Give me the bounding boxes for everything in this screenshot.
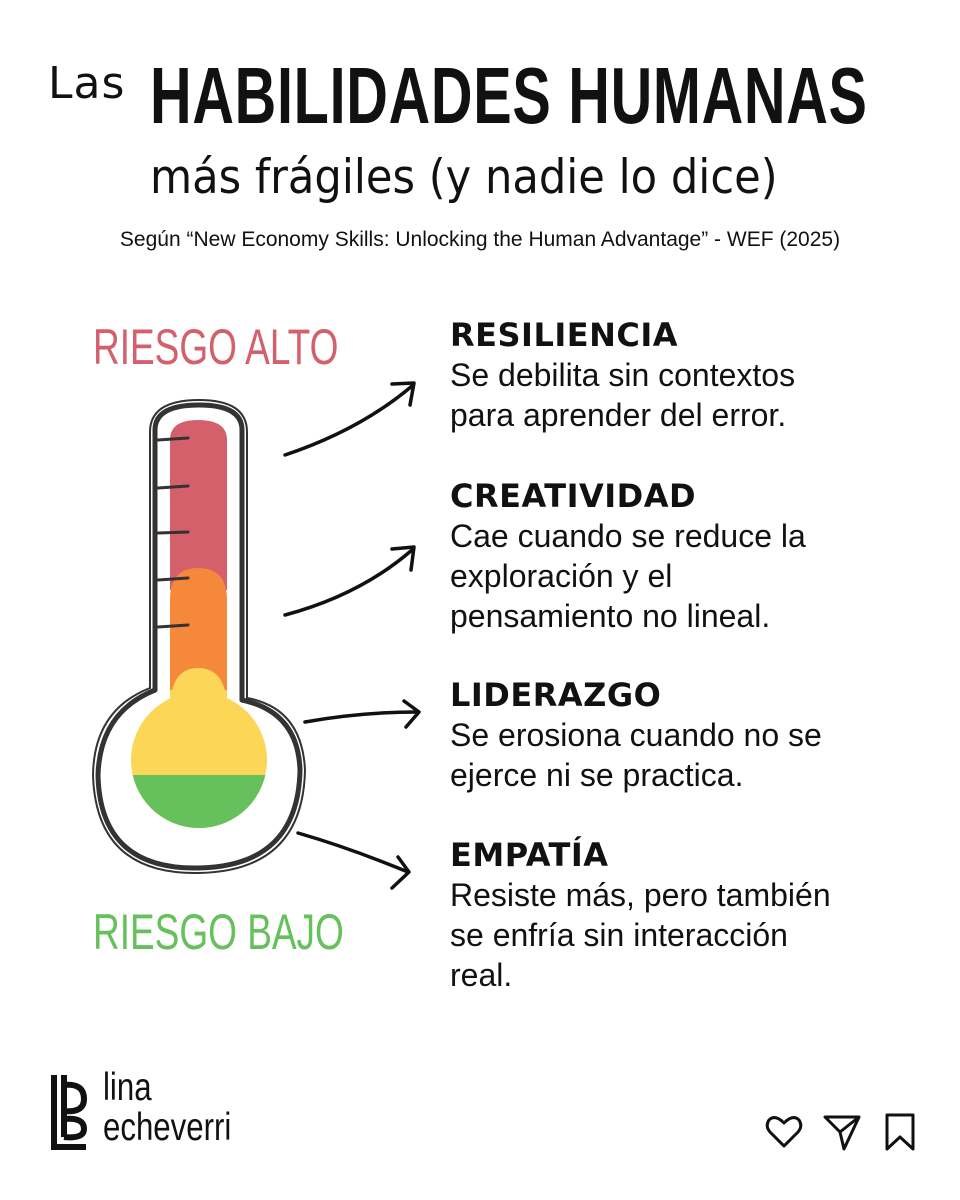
- skill-name: RESILIENCIA: [450, 316, 679, 354]
- brand-name: lina echeverri: [103, 1068, 231, 1148]
- title-prefix: Las: [48, 58, 126, 109]
- brand-logo-icon: [51, 1075, 88, 1150]
- arrow-resiliencia: [283, 381, 416, 457]
- skill-desc-line: para aprender del error.: [450, 397, 787, 433]
- arrow-empatia: [296, 831, 411, 890]
- source-citation: Según “New Economy Skills: Unlocking the…: [119, 228, 841, 251]
- skill-creatividad: CREATIVIDAD Cae cuando se reduce la expl…: [450, 476, 930, 636]
- risk-high-label: RIESGO ALTO: [93, 319, 339, 375]
- arrow-creatividad: [283, 545, 416, 617]
- brand-line-2: echeverri: [103, 1106, 232, 1149]
- skill-desc-line: exploración y el: [450, 558, 673, 594]
- post-actions: [764, 1112, 920, 1152]
- send-icon[interactable]: [822, 1112, 862, 1152]
- skill-desc-line: Resiste más, pero también: [450, 877, 831, 913]
- skill-resiliencia: RESILIENCIA Se debilita sin contextos pa…: [450, 315, 930, 435]
- skill-desc-line: ejerce ni se practica.: [450, 757, 744, 793]
- skill-desc-line: Cae cuando se reduce la: [450, 518, 806, 554]
- skill-liderazgo: LIDERAZGO Se erosiona cuando no se ejerc…: [450, 675, 930, 795]
- skill-desc-line: real.: [450, 957, 513, 993]
- heart-icon[interactable]: [764, 1112, 804, 1152]
- skill-desc-line: Se debilita sin contextos: [450, 357, 796, 393]
- skill-desc-line: se enfría sin interacción: [450, 917, 788, 953]
- skill-name: LIDERAZGO: [450, 676, 662, 714]
- skill-desc-line: pensamiento no lineal.: [450, 598, 771, 634]
- bookmark-icon[interactable]: [880, 1112, 920, 1152]
- skill-name: EMPATÍA: [450, 836, 609, 874]
- thermometer-ticks: [156, 436, 190, 629]
- page-subtitle: más frágiles (y nadie lo dice): [150, 150, 778, 205]
- page-title: HABILIDADES HUMANAS: [150, 51, 868, 140]
- thermometer-fill: [131, 420, 267, 828]
- brand-line-1: lina: [103, 1066, 152, 1109]
- skill-name: CREATIVIDAD: [450, 477, 697, 515]
- skill-desc-line: Se erosiona cuando no se: [450, 717, 822, 753]
- skill-empatia: EMPATÍA Resiste más, pero también se enf…: [450, 835, 930, 995]
- thermometer-outline: [92, 399, 306, 875]
- risk-low-label: RIESGO BAJO: [93, 904, 344, 960]
- arrow-liderazgo: [303, 699, 421, 729]
